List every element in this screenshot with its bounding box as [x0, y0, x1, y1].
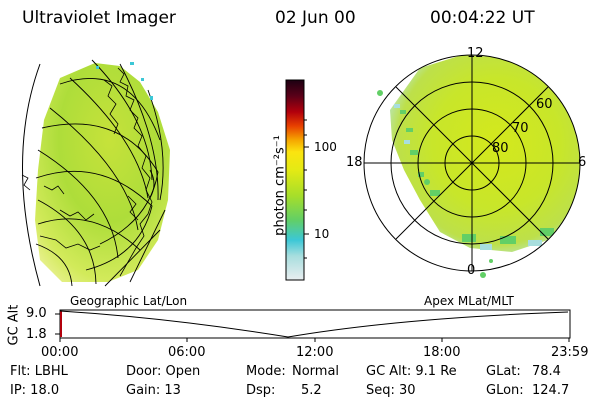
glat-value: 78.4 [532, 364, 561, 379]
filter-readout: Flt: LBHL [10, 364, 68, 379]
mlt-label-12: 12 [467, 46, 484, 61]
mlat-label-70: 70 [512, 121, 529, 136]
colorbar-tick-100: 100 [314, 140, 337, 154]
glon-value: 124.7 [532, 383, 570, 398]
polar-blobs [377, 90, 493, 278]
altitude-curve [59, 310, 569, 338]
date-label: 02 Jun 00 [275, 8, 356, 28]
low-intensity-patches [96, 62, 153, 100]
left-panel-caption: Geographic Lat/Lon [70, 294, 188, 308]
altitude-xtick-3: 18:00 [423, 345, 461, 360]
altitude-xtick-0: 00:00 [41, 345, 79, 360]
altitude-timeline [55, 309, 571, 342]
mlat-label-60: 60 [536, 97, 553, 112]
instrument-title: Ultraviolet Imager [22, 8, 176, 28]
geographic-map [21, 59, 170, 287]
door-readout: Door: Open [126, 364, 201, 379]
mlt-label-6: 6 [578, 155, 587, 170]
mlt-label-18: 18 [346, 155, 363, 170]
globe-limb [22, 63, 41, 287]
seq-readout: Seq: 30 [366, 383, 416, 398]
mlat-label-80: 80 [492, 141, 509, 156]
dsp-label: Dsp: [246, 383, 276, 398]
polar-grid [363, 54, 581, 272]
altitude-xtick-2: 12:00 [296, 345, 334, 360]
coastlines [21, 67, 153, 277]
altitude-xtick-1: 06:00 [168, 345, 206, 360]
glat-label: GLat: [486, 364, 521, 379]
gcalt-readout: GC Alt: 9.1 Re [366, 364, 457, 379]
right-panel-caption: Apex MLat/MLT [424, 294, 514, 308]
gain-readout: Gain: 13 [126, 383, 181, 398]
glon-label: GLon: [486, 383, 524, 398]
intensity-colorbar [285, 79, 309, 281]
colorbar-tick-10: 10 [314, 227, 330, 241]
polar-plot [363, 54, 581, 278]
time-label: 00:04:22 UT [430, 8, 535, 28]
aurora-image-polar [390, 55, 580, 252]
mode-label: Mode: [246, 364, 286, 379]
altitude-xtick-4: 23:59 [551, 345, 589, 360]
ip-readout: IP: 18.0 [10, 383, 60, 398]
altitude-ytick-top: 9.0 [26, 306, 47, 321]
altitude-ticks [55, 313, 570, 342]
mlt-label-0: 0 [467, 263, 476, 278]
altitude-ylabel: GC Alt [6, 304, 22, 346]
dsp-value: 5.2 [301, 383, 322, 398]
geographic-grid [35, 59, 166, 287]
colorbar-unit-label: photon cm⁻²s⁻¹ [272, 135, 288, 236]
altitude-ytick-bottom: 1.8 [26, 327, 47, 342]
mode-value: Normal [292, 364, 340, 379]
aurora-image-geographic [35, 63, 170, 282]
